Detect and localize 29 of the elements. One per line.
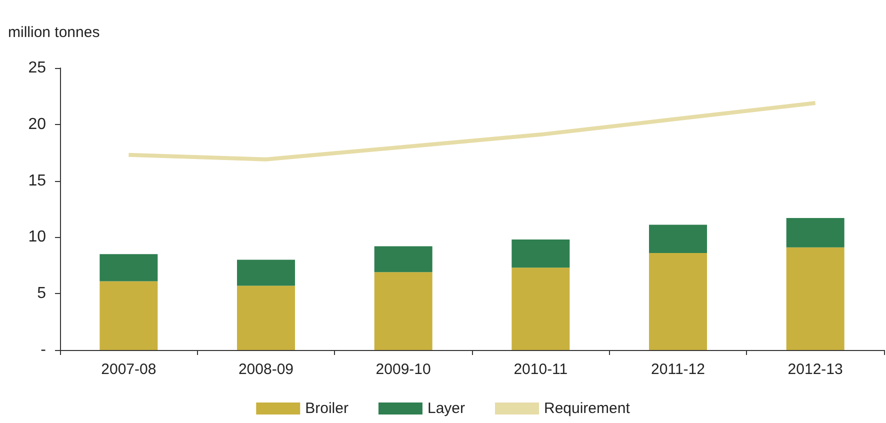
bar	[649, 252, 707, 350]
legend-label: Broiler	[305, 400, 348, 417]
bar	[512, 268, 570, 350]
legend-label: Layer	[427, 400, 466, 417]
x-tick-label: 2012-13	[788, 361, 843, 378]
bar	[512, 239, 570, 268]
bar	[100, 254, 158, 282]
bar	[649, 224, 707, 253]
y-tick-label: 5	[37, 285, 46, 302]
x-tick-label: 2009-10	[376, 361, 431, 378]
line-series	[126, 100, 818, 162]
bar	[237, 286, 295, 350]
y-tick-label: -	[40, 342, 46, 358]
x-tick-label: 2007-08	[101, 361, 156, 378]
x-tick-label: 2011-12	[651, 361, 705, 378]
bar	[374, 246, 432, 272]
y-tick-label: 15	[28, 172, 46, 190]
bar	[100, 281, 158, 350]
y-tick-label: 20	[28, 116, 46, 133]
bar	[374, 272, 432, 350]
bar	[786, 247, 844, 350]
y-axis-title: million tonnes	[8, 24, 100, 41]
bar	[237, 260, 295, 286]
y-tick-label: 25	[28, 60, 46, 76]
x-tick-label: 2008-09	[238, 361, 294, 378]
legend-label: Requirement	[544, 400, 631, 417]
x-tick-label: 2010-11	[514, 361, 568, 378]
y-tick-label: 10	[28, 228, 46, 246]
bar	[786, 218, 844, 248]
